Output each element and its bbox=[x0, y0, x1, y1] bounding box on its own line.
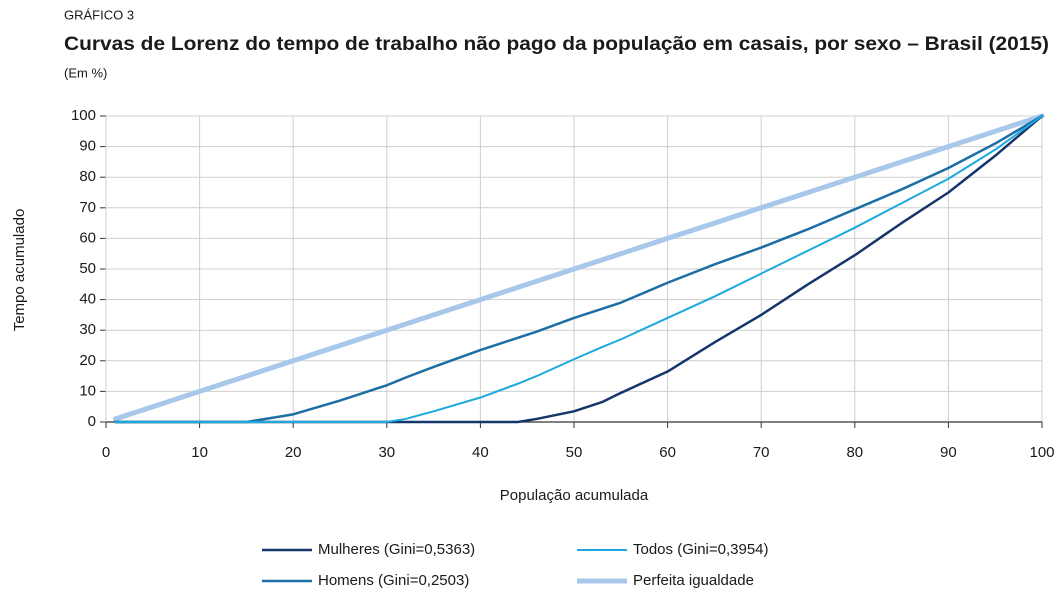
x-tick-label: 50 bbox=[566, 444, 583, 461]
y-tick-label: 70 bbox=[79, 199, 96, 216]
y-tick-label: 20 bbox=[79, 352, 96, 369]
y-tick-label: 50 bbox=[79, 260, 96, 277]
y-tick-label: 100 bbox=[71, 107, 96, 124]
x-tick-label: 20 bbox=[285, 444, 302, 461]
series-line bbox=[112, 113, 1045, 422]
y-tick-label: 90 bbox=[79, 138, 96, 155]
x-tick-label: 100 bbox=[1029, 444, 1054, 461]
y-tick-label: 10 bbox=[79, 382, 96, 399]
series-line bbox=[114, 114, 1044, 424]
series-line bbox=[114, 115, 1043, 423]
x-tick-label: 40 bbox=[472, 444, 489, 461]
x-tick-label: 30 bbox=[378, 444, 395, 461]
legend-label: Mulheres (Gini=0,5363) bbox=[318, 541, 475, 558]
y-tick-label: 60 bbox=[79, 229, 96, 246]
x-tick-label: 0 bbox=[102, 444, 110, 461]
y-axis-label: Tempo acumulado bbox=[11, 209, 28, 332]
x-tick-label: 70 bbox=[753, 444, 770, 461]
chart-subtitle: (Em %) bbox=[64, 65, 107, 80]
x-tick-label: 80 bbox=[846, 444, 863, 461]
y-tick-label: 80 bbox=[79, 168, 96, 185]
x-tick-label: 10 bbox=[191, 444, 208, 461]
y-tick-label: 0 bbox=[88, 413, 96, 430]
legend-label: Perfeita igualdade bbox=[633, 572, 754, 589]
x-tick-label: 60 bbox=[659, 444, 676, 461]
chart-label: GRÁFICO 3 bbox=[64, 7, 134, 22]
y-tick-label: 40 bbox=[79, 291, 96, 308]
chart-title: Curvas de Lorenz do tempo de trabalho nã… bbox=[64, 34, 1049, 55]
legend-label: Todos (Gini=0,3954) bbox=[633, 541, 769, 558]
y-tick-label: 30 bbox=[79, 321, 96, 338]
x-tick-label: 90 bbox=[940, 444, 957, 461]
legend-label: Homens (Gini=0,2503) bbox=[318, 572, 469, 589]
x-axis-label: População acumulada bbox=[500, 487, 649, 504]
